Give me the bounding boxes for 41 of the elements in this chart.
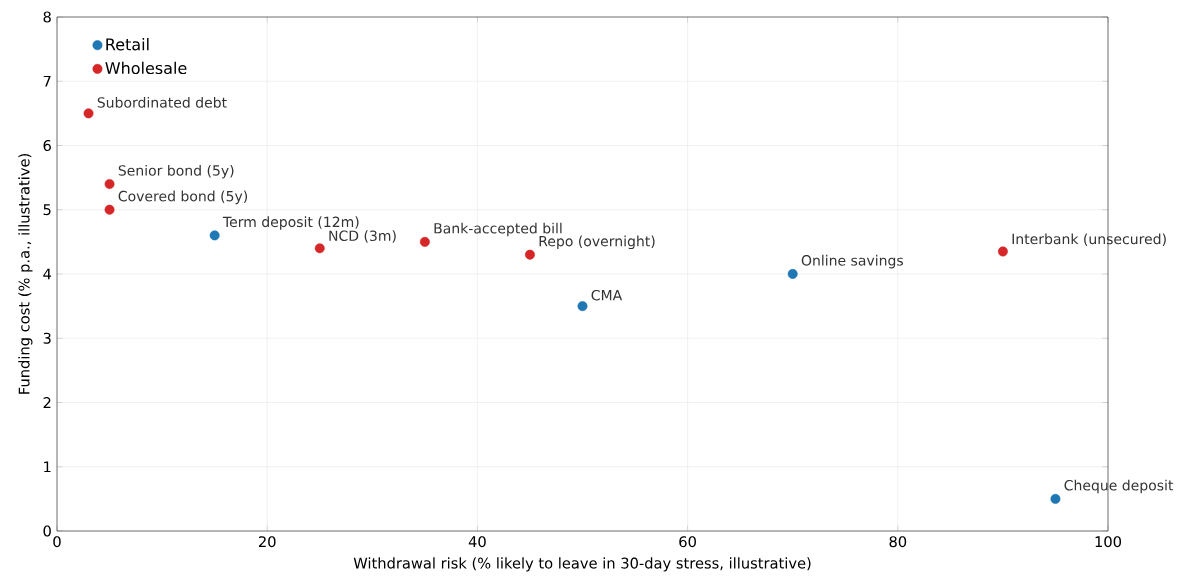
annotation: Interbank (unsecured) [1012, 233, 1166, 246]
legend-label: Wholesale [105, 61, 187, 75]
point [525, 249, 535, 260]
y-tick-label: 3 [43, 332, 51, 344]
x-tick-label: 60 [679, 536, 696, 548]
point [787, 269, 798, 279]
annotation: Subordinated debt [97, 96, 227, 108]
y-tick-label: 1 [44, 461, 51, 473]
x-tick-label: 40 [468, 536, 486, 548]
x-tick-label: 0 [53, 536, 61, 548]
annotation: Cheque deposit [1064, 479, 1174, 494]
annotation: Repo (overnight) [539, 235, 655, 250]
y-tick-label: 7 [43, 75, 51, 87]
y-tick-label: 5 [43, 204, 51, 216]
point [104, 204, 115, 215]
x-tick-label: 100 [1095, 536, 1122, 548]
y-tick-label: 8 [43, 11, 51, 23]
point [104, 179, 115, 189]
annotation: Covered bond (5y) [118, 190, 248, 205]
x-axis-title: Withdrawal risk (% likely to leave in 30-day stress, illustrative) [353, 557, 811, 572]
point [314, 243, 325, 254]
y-tick-label: 0 [43, 525, 51, 537]
point [83, 108, 94, 119]
annotation: Senior bond (5y) [118, 164, 234, 179]
point [1050, 493, 1061, 504]
x-tick-label: 80 [889, 536, 907, 548]
annotation: Bank-accepted bill [434, 222, 562, 237]
point [209, 230, 220, 241]
y-tick-label: 2 [43, 397, 51, 408]
annotation: NCD (3m) [329, 230, 396, 243]
legend-label: Retail [106, 38, 149, 51]
annotation: CMA [591, 289, 623, 301]
point [997, 246, 1008, 257]
y-tick-label: 6 [43, 139, 51, 152]
x-tick-label: 20 [258, 536, 276, 548]
y-axis-title: Funding cost (% p.a., illustrative) [18, 154, 33, 394]
annotation: Term deposit (12m) [222, 216, 359, 230]
annotation: Online savings [801, 254, 904, 269]
y-tick-label: 4 [43, 268, 52, 280]
point [419, 236, 430, 247]
point [577, 301, 588, 312]
